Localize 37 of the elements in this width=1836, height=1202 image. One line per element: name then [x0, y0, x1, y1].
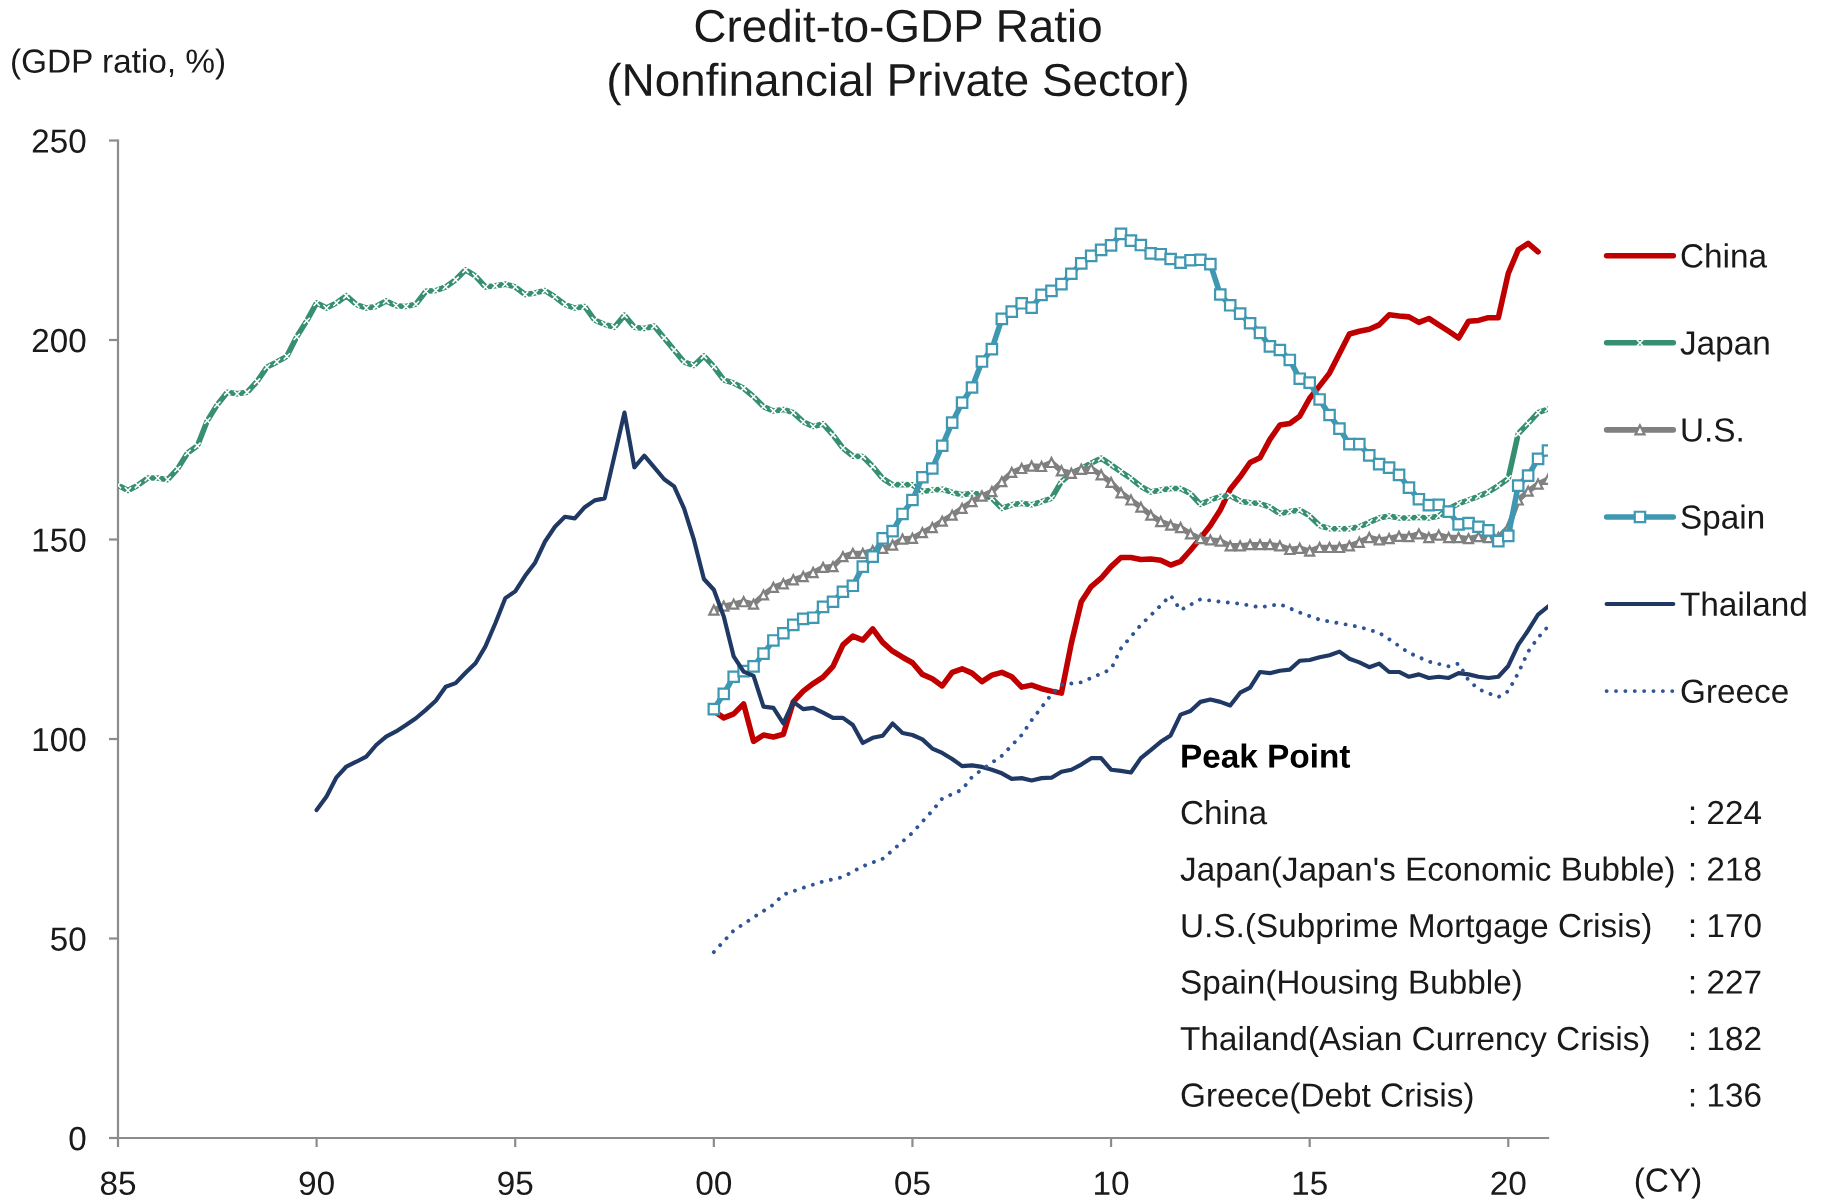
legend-label: Greece — [1681, 679, 1788, 704]
legend-label: Spain — [1681, 504, 1764, 536]
annotation: Thailand(Asian Currency Crisis) — [1180, 1025, 1649, 1058]
legend-label: China — [1681, 243, 1768, 268]
annotation: Spain(Housing Bubble) — [1181, 969, 1521, 1001]
legend-label: U.S. — [1682, 418, 1742, 442]
y-tick-label: 250 — [32, 129, 86, 153]
legend-label: Japan — [1680, 331, 1769, 362]
legend-label: Thailand — [1680, 591, 1806, 617]
text: (CY) — [1635, 1167, 1701, 1199]
text: : 136 — [1690, 1083, 1761, 1107]
chart-subtitle: (Nonfinancial Private Sector) — [609, 62, 1187, 106]
x-tick-label: 10 — [1095, 1171, 1129, 1196]
annotation: Japan(Japan's Economic Bubble) — [1180, 856, 1674, 888]
x-tick-label: 20 — [1491, 1171, 1526, 1196]
x-tick-label: 15 — [1293, 1171, 1327, 1196]
x-tick-label: 90 — [299, 1171, 334, 1196]
y-tick-label: 50 — [51, 927, 86, 951]
y-tick-label: 100 — [33, 727, 86, 752]
x-tick-label: 00 — [696, 1171, 732, 1196]
annotation: U.S.(Subprime Mortgage Crisis) — [1182, 912, 1651, 945]
chart-title: Credit-to-GDP Ratio — [695, 8, 1101, 43]
text: : 170 — [1690, 913, 1761, 938]
y-tick-label: 0 — [69, 1126, 86, 1151]
text: : 224 — [1690, 800, 1762, 825]
annotation: Peak Point — [1182, 743, 1351, 768]
y-tick-label: 200 — [32, 328, 86, 353]
annotation: Greece(Debt Crisis) — [1181, 1082, 1473, 1114]
text: : 182 — [1690, 1026, 1761, 1051]
y-tick-label: 150 — [33, 528, 86, 552]
x-tick-label: 95 — [498, 1171, 533, 1196]
x-tick-label: 05 — [895, 1171, 930, 1196]
text: : 218 — [1690, 857, 1761, 881]
annotation: China — [1181, 799, 1268, 825]
y-axis-title: (GDP ratio, %) — [12, 48, 225, 80]
text: : 227 — [1690, 970, 1761, 994]
x-tick-label: 85 — [100, 1171, 136, 1196]
